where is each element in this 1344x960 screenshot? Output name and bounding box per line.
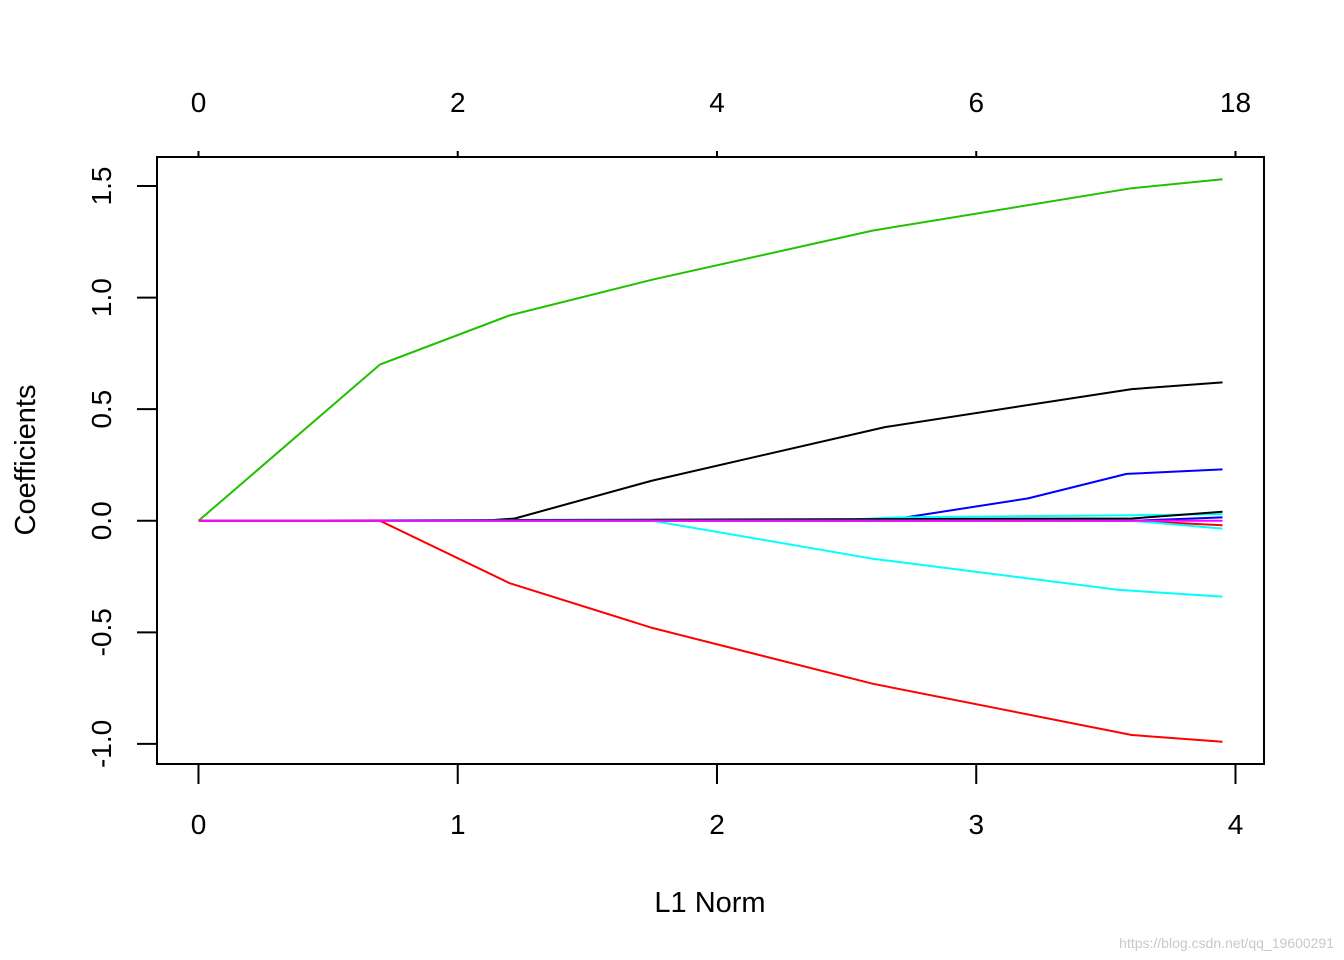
- x-tick-label: 2: [709, 809, 725, 840]
- series-line-8: [198, 519, 1223, 530]
- series-line-3: [198, 468, 1223, 522]
- series-line-10: [198, 519, 1223, 743]
- y-tick-label: 1.5: [86, 167, 117, 206]
- top-tick-label: 4: [709, 87, 725, 118]
- y-tick-label: 0.5: [86, 390, 117, 429]
- top-tick-label: 6: [968, 87, 984, 118]
- x-tick-label: 3: [968, 809, 984, 840]
- y-tick-label: 1.0: [86, 278, 117, 317]
- top-tick-label: 2: [450, 87, 466, 118]
- x-axis-bottom: 0 1 2 3 4: [191, 763, 1244, 840]
- x-tick-label: 1: [450, 809, 466, 840]
- top-tick-label: 18: [1220, 87, 1251, 118]
- x-axis-top: 0 2 4 6 18: [191, 87, 1251, 158]
- series-layer: [197, 178, 1223, 743]
- watermark-text: https://blog.csdn.net/qq_19600291: [1119, 935, 1334, 951]
- x-tick-label: 4: [1228, 809, 1244, 840]
- y-tick-label: -1.0: [86, 720, 117, 768]
- series-line-9: [198, 519, 1223, 598]
- y-tick-label: 0.0: [86, 501, 117, 540]
- y-tick-label: -0.5: [86, 608, 117, 656]
- top-tick-label: 0: [191, 87, 207, 118]
- y-axis-left: -1.0 -0.5 0.0 0.5 1.0 1.5: [86, 167, 158, 768]
- x-axis-title: L1 Norm: [654, 887, 765, 919]
- plot-frame: [156, 156, 1265, 765]
- x-tick-label: 0: [191, 809, 207, 840]
- y-axis-title: Coefficients: [10, 385, 42, 536]
- series-line-2: [198, 381, 1223, 522]
- series-line-1: [197, 178, 1223, 522]
